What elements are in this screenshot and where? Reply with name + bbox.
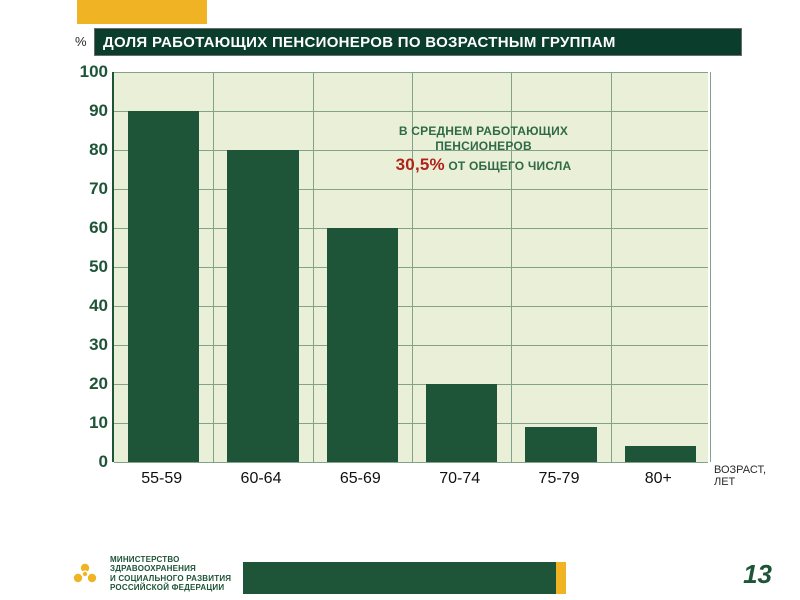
- avg-annotation-percent: 30,5%: [396, 155, 445, 174]
- ministry-block: МИНИСТЕРСТВО ЗДРАВООХРАНЕНИЯ И СОЦИАЛЬНО…: [68, 555, 231, 592]
- avg-annotation-line1: В СРЕДНЕМ РАБОТАЮЩИХ ПЕНСИОНЕРОВ: [371, 124, 595, 154]
- slide-footer: МИНИСТЕРСТВО ЗДРАВООХРАНЕНИЯ И СОЦИАЛЬНО…: [0, 538, 800, 600]
- ministry-icon: [68, 557, 102, 591]
- y-tick: 10: [60, 413, 108, 433]
- x-tick-label: 70-74: [439, 470, 480, 488]
- chart-title-bar: ДОЛЯ РАБОТАЮЩИХ ПЕНСИОНЕРОВ ПО ВОЗРАСТНЫ…: [94, 28, 742, 56]
- y-tick: 80: [60, 140, 108, 160]
- y-tick: 40: [60, 296, 108, 316]
- x-tick-label: 80+: [645, 470, 672, 488]
- x-tick-label: 55-59: [141, 470, 182, 488]
- decor-gold-block: [77, 0, 207, 24]
- y-tick: 100: [60, 62, 108, 82]
- y-tick: 0: [60, 452, 108, 472]
- gridline-h: [114, 462, 708, 463]
- chart-title-text: ДОЛЯ РАБОТАЮЩИХ ПЕНСИОНЕРОВ ПО ВОЗРАСТНЫ…: [103, 34, 616, 51]
- x-tick-label: 65-69: [340, 470, 381, 488]
- x-tick-label: 60-64: [241, 470, 282, 488]
- plot-area: В СРЕДНЕМ РАБОТАЮЩИХ ПЕНСИОНЕРОВ30,5% ОТ…: [112, 72, 708, 462]
- gridline-v: [710, 72, 711, 462]
- ministry-text: МИНИСТЕРСТВО ЗДРАВООХРАНЕНИЯ И СОЦИАЛЬНО…: [110, 555, 231, 592]
- y-tick: 90: [60, 101, 108, 121]
- y-tick: 50: [60, 257, 108, 277]
- y-axis-unit: %: [75, 34, 87, 49]
- y-tick: 20: [60, 374, 108, 394]
- y-tick: 70: [60, 179, 108, 199]
- y-tick: 60: [60, 218, 108, 238]
- footer-gold-accent: [556, 562, 566, 594]
- page-number: 13: [743, 559, 772, 590]
- x-tick-label: 75-79: [539, 470, 580, 488]
- annotation-layer: В СРЕДНЕМ РАБОТАЮЩИХ ПЕНСИОНЕРОВ30,5% ОТ…: [114, 72, 708, 462]
- avg-annotation-line2: 30,5% ОТ ОБЩЕГО ЧИСЛА: [371, 154, 595, 175]
- y-tick: 30: [60, 335, 108, 355]
- x-axis-title: ВОЗРАСТ, ЛЕТ: [714, 464, 766, 488]
- footer-green-bar: [243, 562, 561, 594]
- chart-container: 0 10 20 30 40 50 60 70 80 90 100 В СРЕДНЕМ РАБОТАЮ…: [60, 60, 720, 490]
- avg-annotation: В СРЕДНЕМ РАБОТАЮЩИХ ПЕНСИОНЕРОВ30,5% ОТ…: [371, 124, 595, 175]
